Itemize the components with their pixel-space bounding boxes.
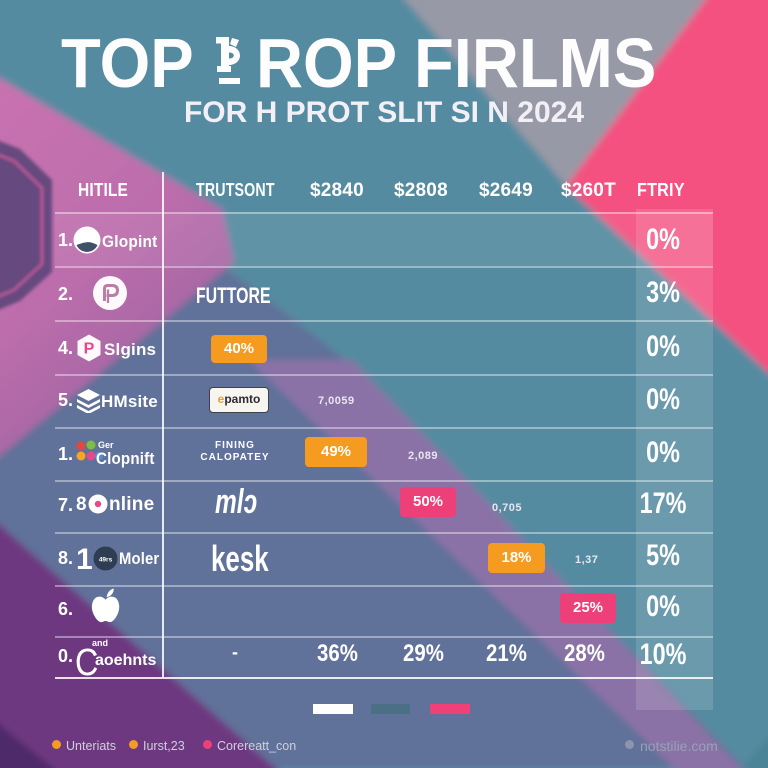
svg-text:49rs: 49rs [99,557,113,564]
svg-text:P: P [84,341,95,358]
